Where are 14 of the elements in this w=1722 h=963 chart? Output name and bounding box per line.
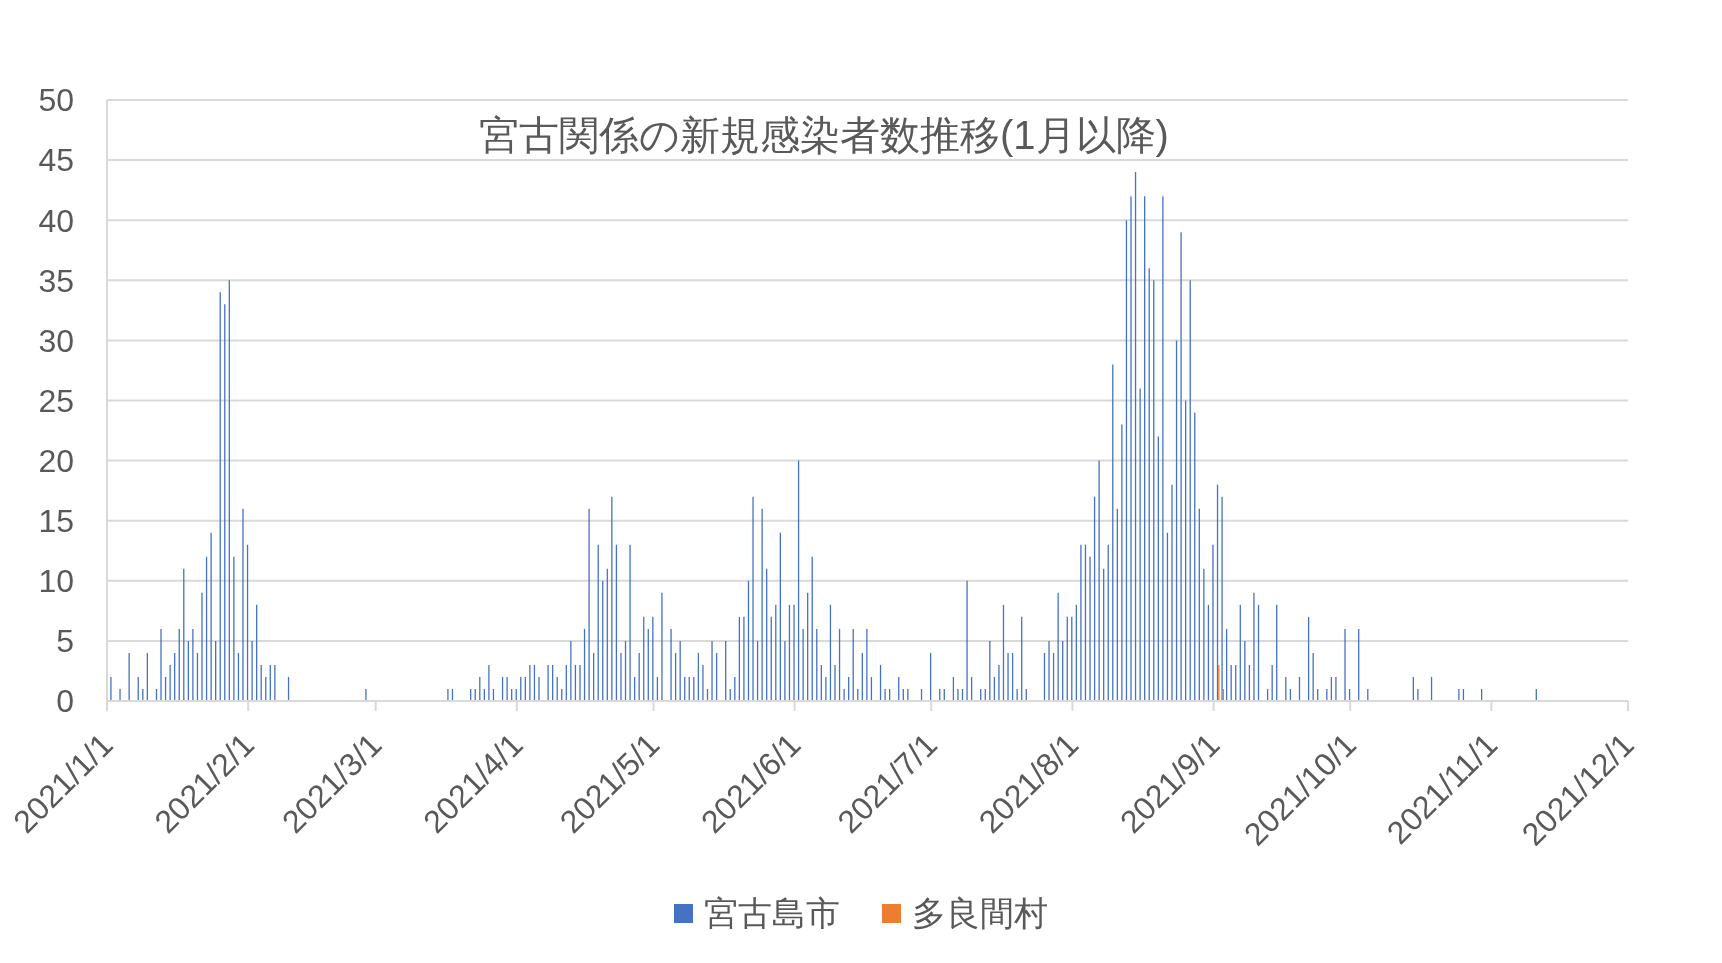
chart-title: 宮古関係の新規感染者数推移(1月以降): [479, 113, 1169, 157]
y-tick-label: 5: [56, 623, 74, 660]
y-tick-label: 25: [38, 382, 74, 419]
y-tick-label: 10: [38, 563, 74, 600]
legend-label: 宮古島市: [704, 893, 840, 934]
y-tick-label: 50: [38, 82, 74, 119]
y-tick-label: 35: [38, 262, 74, 299]
y-tick-label: 45: [38, 142, 74, 179]
y-tick-label: 20: [38, 442, 74, 479]
y-tick-label: 15: [38, 503, 74, 540]
y-tick-label: 40: [38, 202, 74, 239]
y-tick-label: 30: [38, 322, 74, 359]
legend-label: 多良間村: [912, 893, 1048, 934]
y-tick-label: 0: [56, 683, 74, 720]
